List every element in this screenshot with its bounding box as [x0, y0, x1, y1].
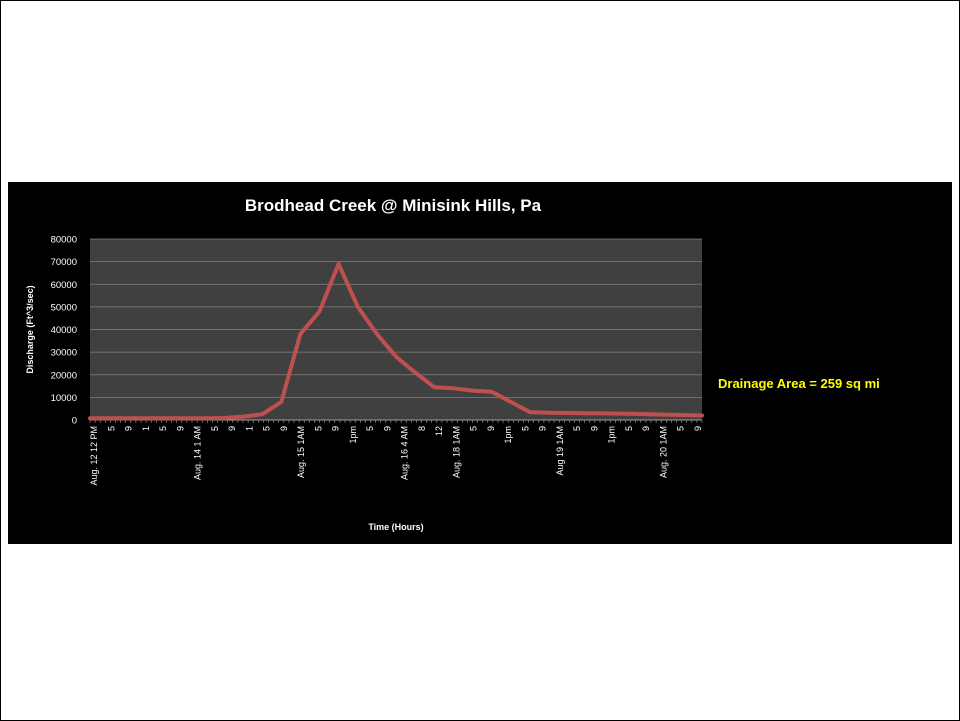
x-tick-label: 5	[365, 426, 375, 431]
x-tick-label: 9	[382, 426, 392, 431]
y-tick-label: 60000	[51, 280, 77, 291]
x-tick-label: Aug. 15 1AM	[296, 426, 306, 478]
x-tick-label: 9	[693, 426, 703, 431]
x-tick-label: 9	[279, 426, 289, 431]
x-tick-label: 5	[210, 426, 220, 431]
y-tick-label: 0	[72, 416, 77, 427]
x-tick-label: 1pm	[607, 426, 617, 444]
x-tick-label: 9	[227, 426, 237, 431]
x-tick-label: 9	[641, 426, 651, 431]
drainage-area-annotation: Drainage Area = 259 sq mi	[718, 376, 880, 391]
y-tick-label: 70000	[51, 257, 77, 268]
x-tick-label: Aug. 12 12 PM	[89, 426, 99, 486]
y-tick-label: 80000	[51, 235, 77, 246]
x-tick-label: Aug 19 1AM	[555, 426, 565, 476]
x-tick-label: Aug. 20 1AM	[658, 426, 668, 478]
y-axis-title: Discharge (Ft^3/sec)	[25, 285, 35, 373]
x-tick-label: 9	[331, 426, 341, 431]
x-axis-title: Time (Hours)	[368, 522, 423, 532]
x-tick-label: 5	[106, 426, 116, 431]
x-tick-label: 5	[262, 426, 272, 431]
chart-title: Brodhead Creek @ Minisink Hills, Pa	[244, 196, 542, 215]
x-tick-label: Aug. 18 1AM	[451, 426, 461, 478]
y-tick-label: 20000	[51, 370, 77, 381]
x-tick-label: 5	[624, 426, 634, 431]
x-tick-label: 1	[244, 426, 254, 431]
x-tick-label: 8	[417, 426, 427, 431]
x-tick-label: 5	[572, 426, 582, 431]
x-tick-label: 12	[434, 426, 444, 436]
y-tick-label: 30000	[51, 348, 77, 359]
x-tick-label: 1pm	[348, 426, 358, 444]
y-tick-label: 10000	[51, 393, 77, 404]
x-tick-label: 5	[676, 426, 686, 431]
x-tick-label: 1	[141, 426, 151, 431]
x-tick-label: 5	[313, 426, 323, 431]
discharge-series-line	[88, 261, 704, 421]
y-tick-label: 50000	[51, 302, 77, 313]
x-tick-label: 1pm	[503, 426, 513, 444]
y-tick-label: 40000	[51, 325, 77, 336]
x-tick-label: Aug. 16 4 AM	[400, 426, 410, 480]
x-tick-label: 9	[486, 426, 496, 431]
x-tick-label: Aug. 14 1 AM	[193, 426, 203, 480]
x-tick-label: 9	[589, 426, 599, 431]
x-tick-label: 5	[158, 426, 168, 431]
x-tick-label: 9	[538, 426, 548, 431]
x-tick-label: 5	[520, 426, 530, 431]
x-tick-label: 5	[469, 426, 479, 431]
x-tick-label: 9	[124, 426, 134, 431]
x-tick-label: 9	[175, 426, 185, 431]
